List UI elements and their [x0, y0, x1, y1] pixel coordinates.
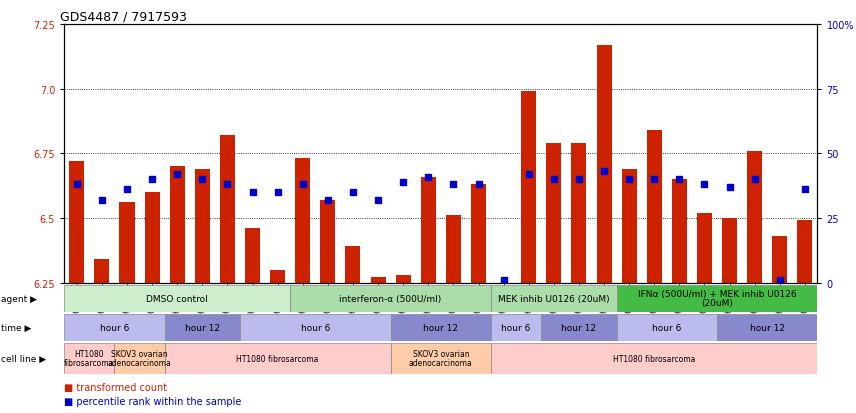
Text: hour 6: hour 6	[100, 323, 129, 332]
Bar	[94, 260, 110, 283]
Text: interferon-α (500U/ml): interferon-α (500U/ml)	[340, 294, 442, 303]
Text: HT1080
fibrosarcoma: HT1080 fibrosarcoma	[64, 349, 115, 368]
Bar	[245, 229, 260, 283]
Bar	[772, 236, 788, 283]
Bar	[597, 45, 611, 283]
Bar	[471, 185, 486, 283]
Bar	[64, 314, 164, 341]
Text: hour 12: hour 12	[562, 323, 597, 332]
Text: hour 6: hour 6	[652, 323, 681, 332]
Bar	[647, 131, 662, 283]
Bar	[371, 278, 385, 283]
Text: SKOV3 ovarian
adenocarcinoma: SKOV3 ovarian adenocarcinoma	[108, 349, 171, 368]
Text: MEK inhib U0126 (20uM): MEK inhib U0126 (20uM)	[498, 294, 609, 303]
Bar	[220, 136, 235, 283]
Bar	[240, 314, 390, 341]
Text: SKOV3 ovarian
adenocarcinoma: SKOV3 ovarian adenocarcinoma	[409, 349, 473, 368]
Text: IFNα (500U/ml) + MEK inhib U0126
(20uM): IFNα (500U/ml) + MEK inhib U0126 (20uM)	[638, 289, 796, 308]
Bar	[672, 180, 687, 283]
Bar	[270, 270, 285, 283]
Bar	[115, 343, 164, 374]
Bar	[195, 169, 210, 283]
Text: time ▶: time ▶	[1, 323, 31, 332]
Text: hour 6: hour 6	[300, 323, 330, 332]
Bar	[290, 285, 491, 312]
Bar	[717, 314, 817, 341]
Bar	[320, 200, 336, 283]
Bar	[546, 143, 562, 283]
Text: cell line ▶: cell line ▶	[1, 354, 46, 363]
Bar	[491, 314, 541, 341]
Text: hour 12: hour 12	[750, 323, 785, 332]
Bar	[145, 192, 159, 283]
Bar	[346, 247, 360, 283]
Bar	[491, 285, 616, 312]
Text: HT1080 fibrosarcoma: HT1080 fibrosarcoma	[236, 354, 318, 363]
Bar	[747, 151, 762, 283]
Bar	[616, 314, 717, 341]
Bar	[491, 343, 817, 374]
Bar	[521, 92, 536, 283]
Bar	[64, 343, 115, 374]
Bar	[616, 285, 817, 312]
Bar	[164, 314, 240, 341]
Text: HT1080 fibrosarcoma: HT1080 fibrosarcoma	[613, 354, 695, 363]
Text: ■ transformed count: ■ transformed count	[64, 382, 167, 392]
Bar	[120, 203, 134, 283]
Bar	[390, 343, 491, 374]
Bar	[164, 343, 390, 374]
Text: hour 6: hour 6	[502, 323, 531, 332]
Bar	[295, 159, 310, 283]
Text: GDS4487 / 7917593: GDS4487 / 7917593	[61, 11, 187, 24]
Text: hour 12: hour 12	[424, 323, 458, 332]
Text: hour 12: hour 12	[185, 323, 220, 332]
Bar	[621, 169, 637, 283]
Text: ■ percentile rank within the sample: ■ percentile rank within the sample	[64, 396, 241, 406]
Bar	[421, 177, 436, 283]
Bar	[572, 143, 586, 283]
Text: DMSO control: DMSO control	[146, 294, 208, 303]
Bar	[64, 285, 290, 312]
Bar	[69, 161, 84, 283]
Bar	[722, 218, 737, 283]
Bar	[395, 275, 411, 283]
Bar	[446, 216, 461, 283]
Bar	[798, 221, 812, 283]
Text: agent ▶: agent ▶	[1, 294, 37, 303]
Bar	[169, 167, 185, 283]
Bar	[390, 314, 491, 341]
Bar	[697, 213, 712, 283]
Bar	[541, 314, 616, 341]
